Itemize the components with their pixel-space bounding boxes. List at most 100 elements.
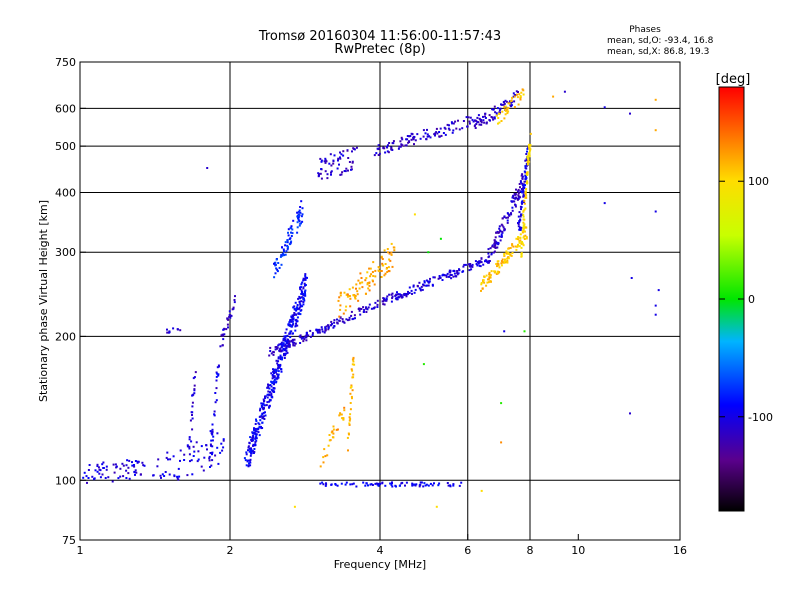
data-point — [396, 293, 399, 296]
data-point — [654, 313, 657, 316]
data-point — [517, 188, 520, 191]
data-point — [407, 290, 409, 293]
data-point — [446, 272, 449, 275]
data-point — [97, 466, 100, 469]
data-point — [260, 425, 262, 428]
data-point — [516, 198, 519, 201]
data-point — [349, 408, 352, 411]
data-point — [296, 304, 299, 306]
data-point — [506, 219, 509, 222]
data-point — [518, 93, 521, 96]
data-point — [519, 228, 522, 231]
data-point — [249, 464, 252, 467]
data-point — [276, 268, 279, 271]
data-point — [349, 413, 352, 416]
data-point — [526, 182, 528, 185]
data-point — [361, 286, 364, 289]
data-point — [131, 464, 134, 467]
data-point — [477, 262, 480, 265]
data-point — [282, 248, 285, 251]
data-point — [337, 157, 340, 160]
data-point — [208, 455, 211, 458]
data-point — [522, 236, 525, 239]
data-point — [496, 270, 499, 273]
data-point — [386, 271, 389, 273]
data-point — [426, 284, 429, 287]
data-point — [494, 111, 497, 114]
data-point — [323, 160, 326, 163]
data-point — [189, 460, 191, 463]
data-point — [275, 267, 278, 270]
y-tick-label: 600 — [55, 102, 76, 115]
data-point — [263, 399, 266, 402]
data-point — [520, 188, 523, 190]
data-point — [376, 147, 379, 150]
data-point — [365, 277, 368, 280]
data-point — [271, 374, 274, 376]
data-point — [327, 327, 330, 329]
data-point — [277, 364, 280, 366]
data-point — [303, 290, 306, 293]
data-point — [527, 157, 530, 160]
data-point — [280, 263, 283, 266]
data-point — [273, 383, 275, 386]
data-point — [387, 270, 390, 272]
data-point — [514, 204, 517, 207]
data-point — [248, 450, 251, 453]
data-point — [188, 438, 191, 441]
data-point — [516, 96, 519, 99]
data-point — [178, 475, 181, 478]
data-point — [346, 149, 349, 152]
data-point — [343, 409, 346, 412]
data-point — [156, 465, 159, 468]
data-point — [324, 161, 327, 164]
data-point — [514, 94, 517, 97]
data-point — [304, 336, 307, 339]
data-point — [227, 318, 230, 321]
data-point — [253, 444, 256, 447]
data-point — [268, 404, 271, 407]
data-point — [280, 370, 283, 373]
data-point — [375, 152, 378, 155]
data-point — [87, 477, 90, 479]
data-point — [266, 396, 269, 399]
data-point — [418, 485, 421, 488]
legend-heading: Phases — [629, 25, 661, 35]
data-point — [467, 116, 470, 119]
data-point — [463, 263, 466, 266]
data-point — [298, 335, 301, 338]
data-point — [351, 483, 354, 486]
data-point — [377, 154, 380, 156]
data-point — [501, 217, 504, 220]
data-point — [301, 305, 304, 308]
data-point — [284, 340, 287, 343]
data-point — [528, 152, 531, 155]
data-point — [487, 252, 490, 255]
data-point — [332, 428, 335, 431]
data-point — [351, 369, 354, 372]
data-point — [283, 250, 285, 253]
data-point — [303, 299, 306, 302]
data-point — [288, 344, 291, 346]
data-point — [352, 356, 355, 359]
data-point — [391, 485, 394, 488]
data-point — [105, 465, 108, 468]
data-point — [293, 312, 296, 314]
data-point — [419, 481, 422, 484]
data-point — [469, 116, 472, 119]
data-point — [423, 281, 426, 284]
data-point — [211, 453, 213, 456]
data-point — [267, 390, 270, 393]
data-point — [504, 113, 507, 116]
data-point — [330, 164, 333, 167]
data-point — [222, 328, 225, 331]
data-point — [299, 342, 302, 344]
data-point — [192, 445, 195, 448]
y-tick-label: 200 — [55, 330, 76, 343]
data-point — [362, 481, 365, 484]
data-point — [367, 484, 369, 487]
data-point — [501, 230, 504, 233]
data-point — [302, 336, 305, 339]
data-point — [518, 183, 521, 185]
data-point — [269, 391, 271, 394]
